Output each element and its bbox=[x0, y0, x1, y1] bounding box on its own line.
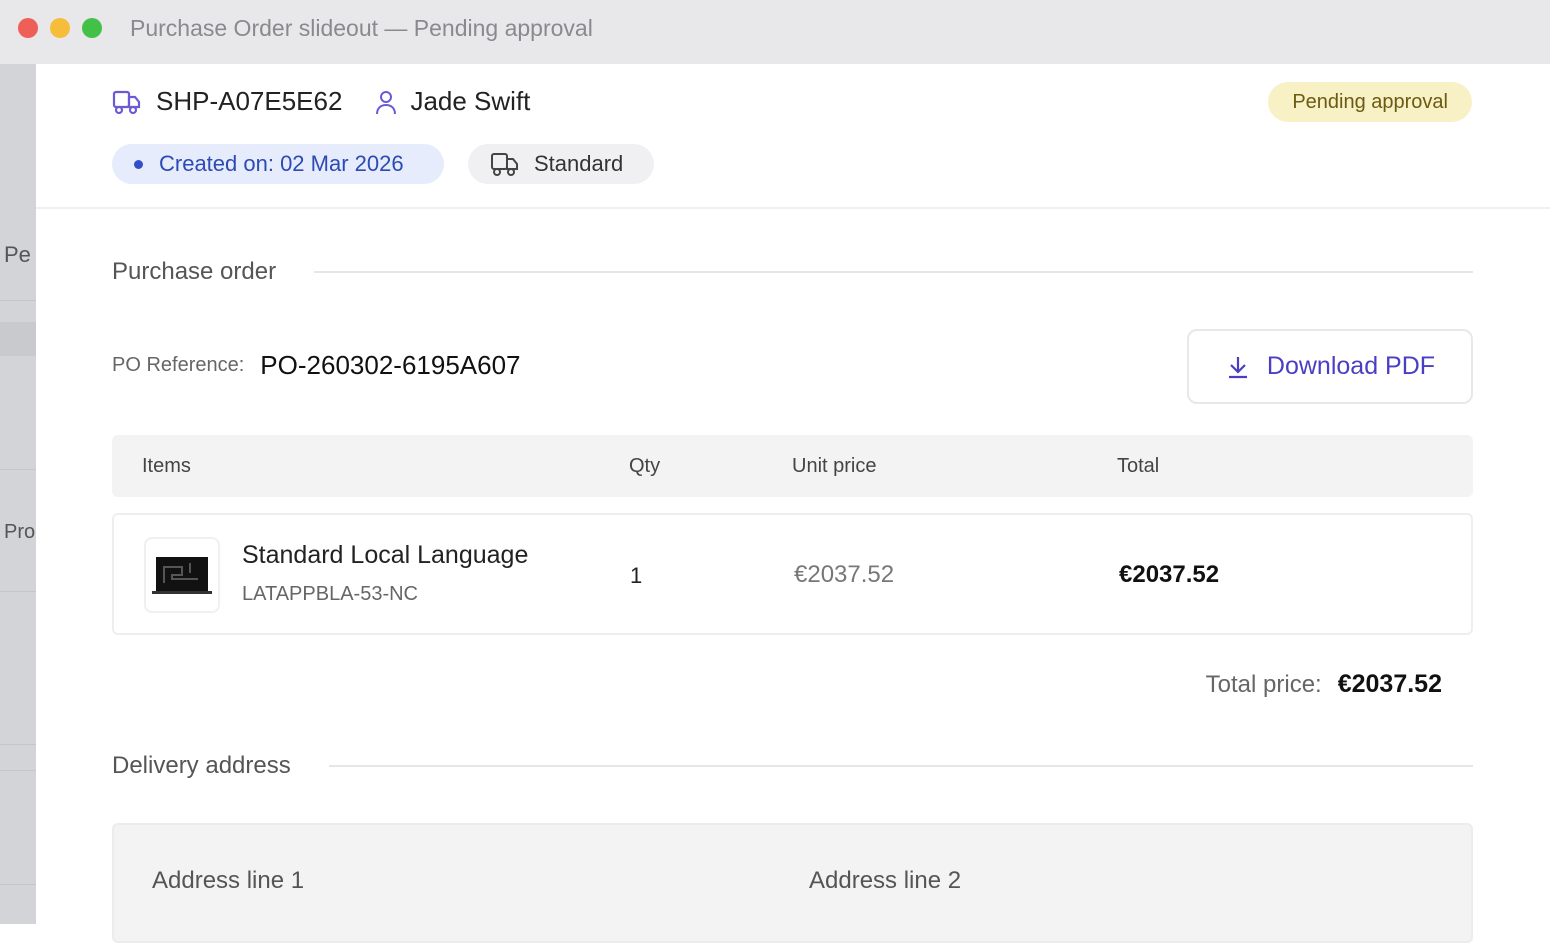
column-header-unit-price: Unit price bbox=[792, 455, 877, 477]
slideout-header: SHP-A07E5E62 Jade Swift Pending approval… bbox=[36, 64, 1550, 209]
purchase-order-slideout: SHP-A07E5E62 Jade Swift Pending approval… bbox=[36, 64, 1550, 943]
minimize-window-button[interactable] bbox=[50, 18, 70, 38]
total-price-label: Total price: bbox=[1205, 670, 1322, 698]
po-reference-label: PO Reference: bbox=[112, 354, 245, 376]
window-title: Purchase Order slideout — Pending approv… bbox=[130, 15, 593, 41]
delivery-address-card: Address line 1 Address line 2 bbox=[112, 823, 1473, 943]
status-dot-icon bbox=[134, 159, 143, 169]
sidebar-label: Pe bbox=[4, 242, 31, 267]
section-title: Delivery address bbox=[112, 752, 291, 779]
laptop-image-icon bbox=[152, 557, 212, 594]
column-header-total: Total bbox=[1117, 455, 1160, 477]
delivery-address-section-header: Delivery address bbox=[112, 752, 1473, 780]
section-title: Purchase order bbox=[112, 258, 277, 285]
item-name: Standard Local Language bbox=[242, 541, 529, 569]
download-pdf-label: Download PDF bbox=[1266, 352, 1436, 380]
item-qty: 1 bbox=[630, 563, 643, 588]
background-sidebar: Pe Pro bbox=[0, 64, 36, 924]
truck-icon bbox=[491, 153, 518, 176]
truck-icon bbox=[112, 90, 141, 114]
product-thumbnail bbox=[144, 537, 220, 613]
total-price-value: €2037.52 bbox=[1337, 670, 1442, 698]
user-name: Jade Swift bbox=[410, 86, 531, 116]
created-date-pill: Created on: 02 Mar 2026 bbox=[112, 144, 444, 184]
po-reference: PO Reference: PO-260302-6195A607 bbox=[112, 350, 521, 381]
sidebar-label: Pro bbox=[4, 521, 36, 543]
item-unit-price: €2037.52 bbox=[794, 561, 895, 588]
purchase-order-section-header: Purchase order bbox=[112, 258, 1473, 286]
shipment-id: SHP-A07E5E62 bbox=[156, 86, 343, 116]
close-window-button[interactable] bbox=[18, 18, 38, 38]
shipping-method: Standard bbox=[534, 151, 624, 176]
total-price: Total price: €2037.52 bbox=[1206, 670, 1442, 699]
table-row: Standard Local Language LATAPPBLA-53-NC … bbox=[112, 513, 1473, 635]
download-icon bbox=[1228, 356, 1247, 378]
column-header-items: Items bbox=[142, 455, 191, 477]
maximize-window-button[interactable] bbox=[82, 18, 102, 38]
items-table-header: Items Qty Unit price Total bbox=[112, 435, 1473, 497]
created-date: Created on: 02 Mar 2026 bbox=[159, 151, 404, 176]
shipping-method-pill: Standard bbox=[468, 144, 654, 184]
address-line-1-label: Address line 1 bbox=[152, 867, 305, 894]
address-line-2-label: Address line 2 bbox=[809, 867, 962, 894]
column-header-qty: Qty bbox=[629, 455, 661, 477]
po-reference-value: PO-260302-6195A607 bbox=[260, 350, 521, 380]
download-pdf-button[interactable]: Download PDF bbox=[1187, 329, 1473, 404]
item-total: €2037.52 bbox=[1119, 561, 1220, 588]
user-icon bbox=[376, 90, 397, 114]
status-badge: Pending approval bbox=[1268, 82, 1472, 122]
item-sku: LATAPPBLA-53-NC bbox=[242, 583, 418, 605]
window-titlebar: Purchase Order slideout — Pending approv… bbox=[0, 0, 1550, 64]
